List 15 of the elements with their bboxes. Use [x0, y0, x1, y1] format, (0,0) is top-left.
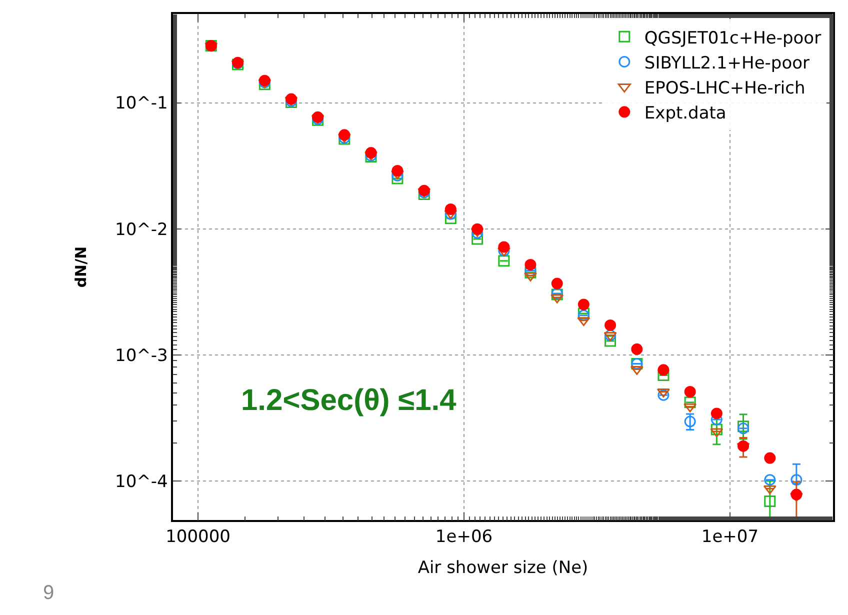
legend-label: SIBYLL2.1+He-poor [644, 53, 810, 74]
text: 9 [43, 582, 54, 604]
legend-label: Expt.data [644, 104, 726, 124]
legend-label: QGSJET01c+He-poor [644, 28, 822, 48]
x-tick-label: 100000 [166, 527, 231, 548]
y-tick-label: 10^-4 [115, 472, 168, 492]
annotation: 1.2<Sec(θ) ≤1.4 [241, 384, 457, 417]
y-tick-label: 10^-3 [115, 346, 168, 366]
x-tick-label: 1e+06 [435, 527, 493, 548]
x-tick-label: 1e+07 [701, 527, 759, 548]
y-tick-label: 10^-2 [115, 220, 168, 240]
y-axis-title: dN/N [72, 246, 90, 288]
x-axis-title: Air shower size (Ne) [418, 558, 588, 578]
legend-label: EPOS-LHC+He-rich [644, 78, 806, 98]
y-tick-label: 10^-1 [115, 94, 168, 114]
